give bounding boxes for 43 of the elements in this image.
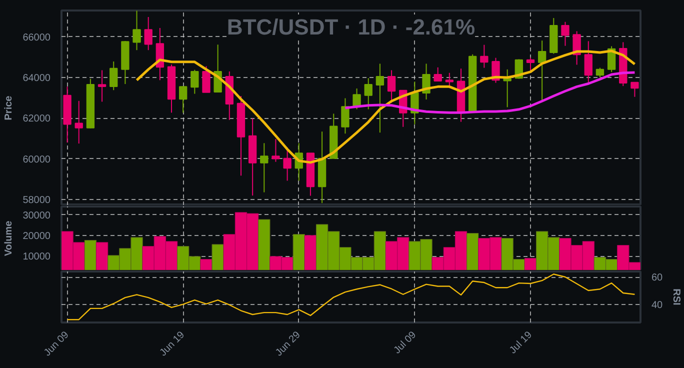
candlestick: [526, 57, 535, 71]
y-tick-label: 40: [652, 300, 664, 312]
x-tick-label: Jun 09: [42, 329, 72, 359]
candlestick: [596, 67, 604, 78]
candlestick: [352, 88, 361, 110]
candlestick: [260, 142, 268, 193]
x-tick-label: Jun 19: [158, 329, 188, 359]
candlestick: [272, 138, 280, 162]
x-tick-label: Jul 09: [392, 329, 419, 356]
y-tick-label: 20000: [22, 230, 51, 242]
y-axis-title: Volume: [4, 220, 15, 256]
line-series: [66, 274, 636, 320]
y-tick-label: 62000: [22, 114, 51, 125]
candlestick: [98, 70, 106, 102]
candlestick: [144, 16, 152, 51]
y-axis-title: RSI: [670, 288, 682, 306]
x-tick-label: Jul 19: [508, 329, 535, 356]
y-tick-label: 58000: [22, 194, 51, 206]
y-tick-label: 60000: [22, 154, 51, 166]
y-tick-label: 66000: [22, 32, 51, 44]
y-tick-label: 30000: [22, 210, 51, 222]
y-tick-label: 60: [652, 272, 664, 284]
candlestick: [202, 66, 210, 93]
candlestick: [538, 40, 546, 101]
candlestick: [190, 69, 199, 94]
y-tick-label: 64000: [22, 73, 51, 84]
candlestick: [630, 82, 639, 98]
candlestick: [74, 100, 83, 144]
candlestick: [561, 21, 570, 46]
candlestick: [434, 66, 442, 82]
y-axis-title: Price: [4, 95, 15, 120]
candlestick: [341, 98, 350, 134]
candlestick: [179, 86, 188, 114]
y-tick-label: 10000: [22, 252, 51, 263]
candlestick: [364, 78, 372, 110]
candlestick: [132, 10, 141, 51]
chart-title: BTC/USDT · 1D · -2.61%: [226, 14, 476, 40]
candlestick: [283, 146, 292, 182]
x-tick-label: Jun 29: [274, 329, 304, 359]
candlestick: [584, 40, 592, 83]
candlestick: [110, 60, 118, 91]
candlestick: [480, 44, 488, 68]
candlestick: [376, 63, 384, 134]
